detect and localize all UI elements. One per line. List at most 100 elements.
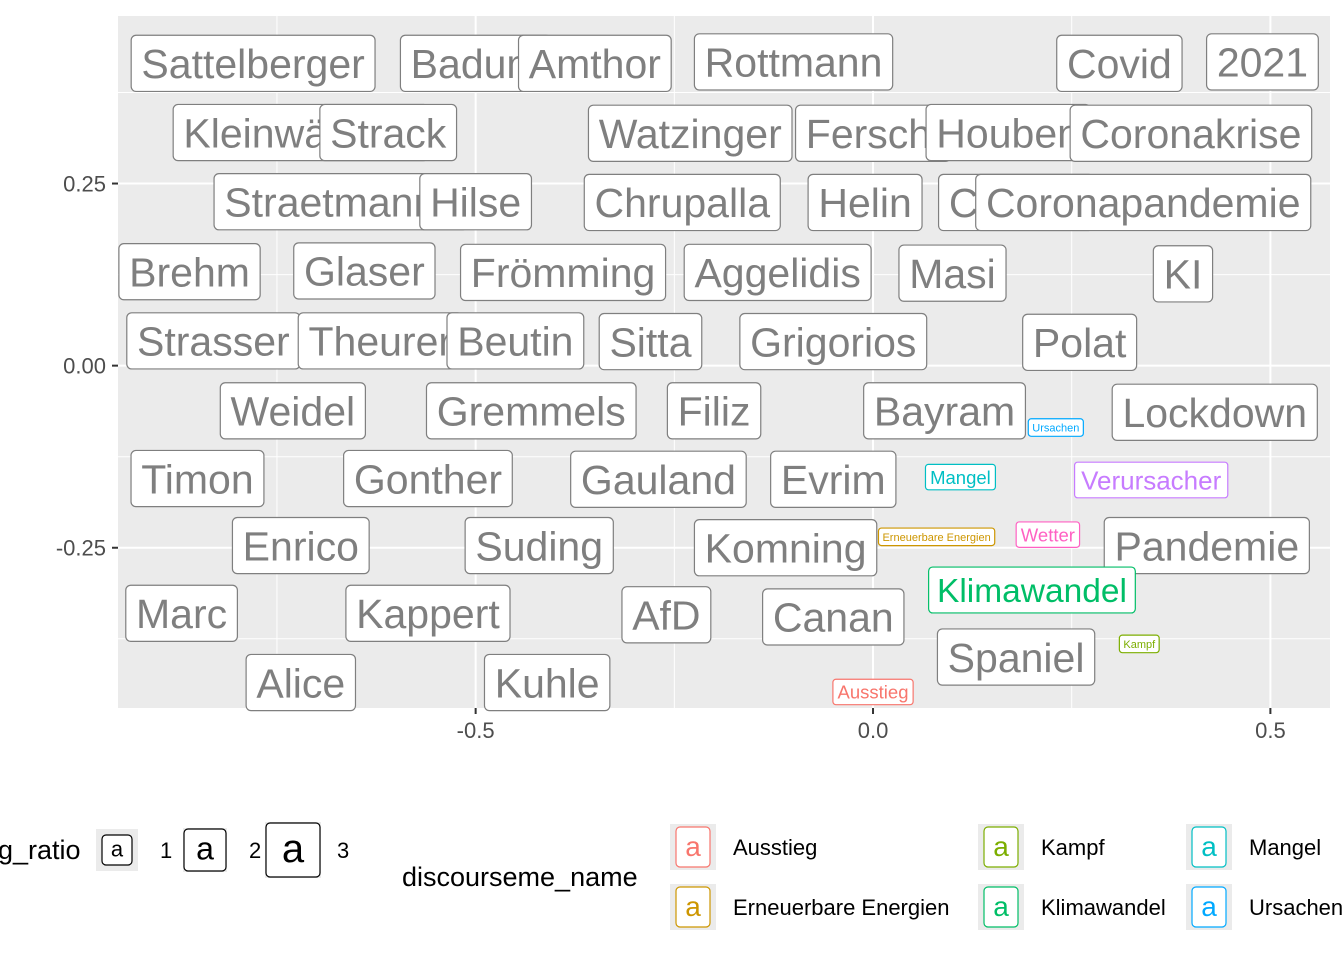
word-label-box <box>1022 313 1138 372</box>
word-label: Gauland <box>570 450 747 508</box>
y-axis: 0.25 0.00 -0.25 <box>56 172 118 561</box>
word-label-box <box>459 243 667 302</box>
word-label-text: Mangel <box>930 467 991 488</box>
word-label-box <box>598 312 703 371</box>
word-label: Weidel <box>219 382 366 440</box>
word-label-text: Chrupalla <box>595 180 771 226</box>
word-label-box <box>446 312 585 370</box>
word-label-box <box>877 527 996 547</box>
word-label-box <box>924 463 997 491</box>
word-label: Enrico <box>231 516 370 575</box>
word-label-box <box>319 103 458 162</box>
word-label: Amthor <box>517 34 672 93</box>
word-label-text: Coronapandemie <box>986 180 1301 226</box>
y-tick-label: -0.25 <box>56 536 106 561</box>
word-label-box <box>863 382 1027 440</box>
word-label-box <box>936 628 1096 686</box>
word-label-text: Komning <box>705 526 867 572</box>
word-label: Pandemie <box>1103 516 1310 575</box>
x-tick-label: -0.5 <box>457 718 495 743</box>
color-legend-key-glyph: a <box>1201 831 1217 862</box>
word-label: Gremmels <box>425 382 637 440</box>
color-legend-key-glyph: a <box>685 891 701 922</box>
word-label: Evrim <box>770 450 897 508</box>
word-label-box <box>1073 461 1229 499</box>
word-label-box <box>293 242 436 300</box>
word-label: Canan <box>762 588 905 646</box>
color-legend-key-box <box>675 886 711 928</box>
word-label-box <box>1118 634 1160 654</box>
color-legend-key-glyph: a <box>1201 891 1217 922</box>
word-label-text: Theurer <box>308 319 452 365</box>
word-label-text: Houben <box>936 110 1080 156</box>
color-legend-key-glyph: a <box>685 831 701 862</box>
word-label: Gonther <box>343 449 513 508</box>
word-label: Strasser <box>126 312 301 370</box>
word-label-text: Suding <box>475 523 603 569</box>
word-label: Covid <box>1056 34 1183 93</box>
word-label-box <box>693 33 894 91</box>
word-label-box <box>1056 34 1183 93</box>
word-label-text: Timon <box>141 456 253 502</box>
word-label-text: Filiz <box>678 389 751 435</box>
word-label: Kappert <box>345 584 511 642</box>
word-label-text: Coronakrise <box>1080 111 1301 157</box>
word-label: AfD <box>621 586 712 644</box>
word-label-box <box>1069 104 1313 162</box>
word-label-box <box>419 173 533 231</box>
word-label-box <box>1103 516 1310 575</box>
word-label: Alice <box>245 653 357 712</box>
word-label: Ferschl <box>794 104 952 162</box>
word-label: Ausstieg <box>832 678 914 706</box>
word-label-text: Kampf <box>1123 639 1156 651</box>
word-label-text: Rottmann <box>705 40 883 86</box>
y-tick-label: 0.25 <box>63 172 106 197</box>
word-label-text: Aggelidis <box>694 250 860 296</box>
word-label-text: Masi <box>909 251 996 297</box>
word-label: Klimawandel <box>928 566 1136 614</box>
word-label-box <box>483 653 611 712</box>
word-label-text: Gauland <box>581 457 736 503</box>
size-legend-key-box <box>101 834 133 866</box>
word-label-text: Helin <box>818 180 911 226</box>
word-label-text: Bayram <box>874 389 1015 435</box>
word-label: Glaser <box>293 242 436 300</box>
word-label: 2021 <box>1205 33 1319 91</box>
word-label-text: Strack <box>330 110 447 156</box>
word-label-text: Glaser <box>304 249 425 295</box>
word-label-text: Gonther <box>354 456 502 502</box>
color-legend-key-box <box>1191 826 1227 868</box>
word-label-text: Wetter <box>1021 524 1075 545</box>
word-label: Chrupalla <box>583 173 781 232</box>
word-label-box <box>1027 418 1084 437</box>
word-label: Verursacher <box>1073 461 1229 499</box>
word-label-text: Strasser <box>137 319 290 365</box>
word-label-text: KI <box>1164 252 1203 298</box>
color-legend: discourseme_name a Ausstieg a Erneuerbare E… <box>402 824 1343 930</box>
word-label-box <box>245 653 357 712</box>
word-label-text: Kuhle <box>495 660 600 706</box>
size-legend-label: 2 <box>249 838 261 863</box>
word-label-box <box>118 242 261 301</box>
word-label-box <box>1015 521 1081 548</box>
word-label: Aggelidis <box>683 243 872 302</box>
word-label-box <box>770 450 897 508</box>
x-axis: -0.5 0.0 0.5 <box>457 708 1286 743</box>
word-label: Komning <box>693 519 878 577</box>
color-legend-key-glyph: a <box>993 891 1009 922</box>
word-label-box <box>583 173 781 232</box>
word-label-box <box>683 243 872 302</box>
word-label-box <box>231 516 370 575</box>
word-label: Filiz <box>666 382 762 440</box>
word-label-text: Marc <box>136 591 227 637</box>
color-legend-label: Kampf <box>1041 835 1105 860</box>
word-label-text: Canan <box>773 595 894 641</box>
word-label-box <box>693 519 878 577</box>
word-label-text: Polat <box>1033 320 1127 366</box>
word-label: Helin <box>807 173 923 232</box>
word-label-box <box>345 584 511 642</box>
word-label-text: Weidel <box>231 389 356 435</box>
